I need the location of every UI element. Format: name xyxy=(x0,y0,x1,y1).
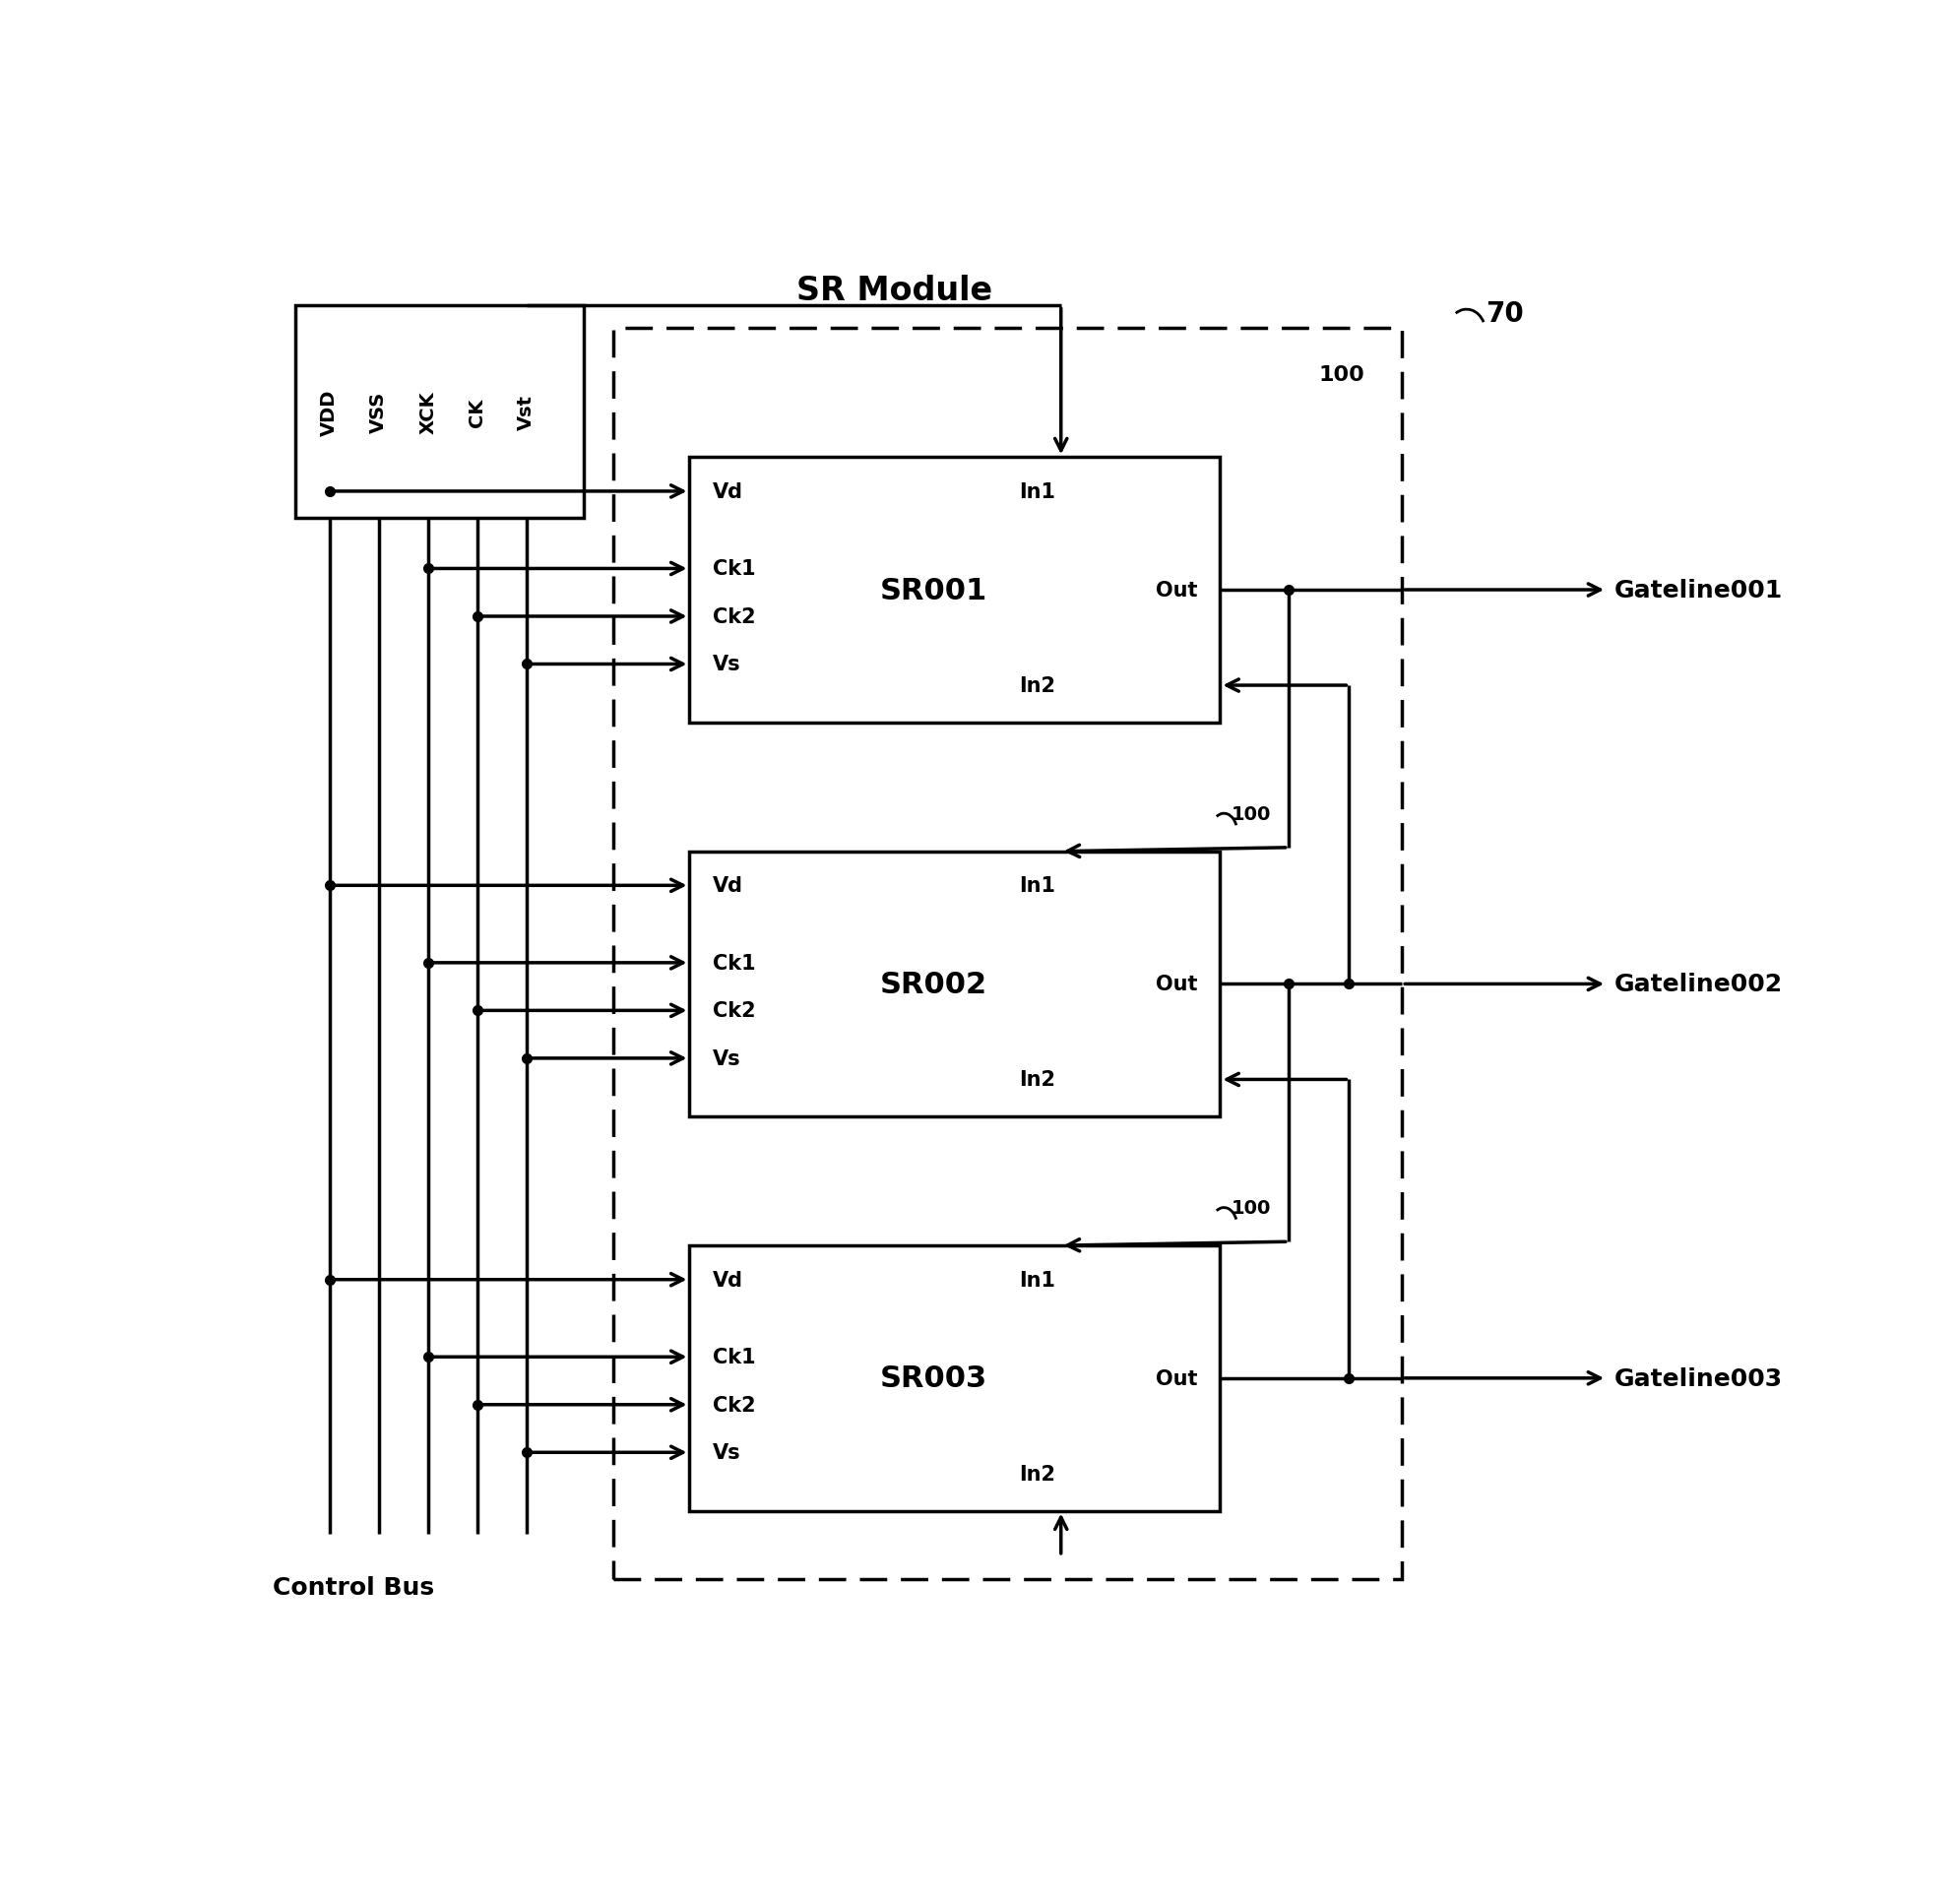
Text: Vst: Vst xyxy=(517,394,535,430)
Text: In1: In1 xyxy=(1019,481,1054,502)
Text: Out: Out xyxy=(1156,580,1198,601)
Text: Ck1: Ck1 xyxy=(711,559,755,578)
Bar xyxy=(296,306,584,519)
Text: Ck1: Ck1 xyxy=(711,953,755,974)
Text: VSS: VSS xyxy=(368,392,388,434)
Text: Ck1: Ck1 xyxy=(711,1347,755,1368)
Text: 70: 70 xyxy=(1486,301,1523,327)
Text: XCK: XCK xyxy=(419,392,437,434)
Text: Gateline002: Gateline002 xyxy=(1615,972,1784,997)
Text: CK: CK xyxy=(468,398,486,426)
Text: Out: Out xyxy=(1156,1369,1198,1388)
Bar xyxy=(613,329,1401,1579)
Text: Ck2: Ck2 xyxy=(711,607,755,628)
Text: In2: In2 xyxy=(1019,1071,1054,1090)
Text: In2: In2 xyxy=(1019,675,1054,696)
Bar xyxy=(690,1246,1221,1510)
Text: Vs: Vs xyxy=(711,654,741,675)
Text: VDD: VDD xyxy=(319,390,339,436)
Text: SR003: SR003 xyxy=(880,1364,988,1392)
Text: Vs: Vs xyxy=(711,1048,741,1069)
Text: 100: 100 xyxy=(1231,1198,1272,1217)
Bar xyxy=(690,458,1221,723)
Bar xyxy=(690,852,1221,1116)
Text: SR002: SR002 xyxy=(880,970,988,999)
Text: Ck2: Ck2 xyxy=(711,1000,755,1021)
Text: 100: 100 xyxy=(1319,365,1364,384)
Text: In2: In2 xyxy=(1019,1465,1054,1484)
Text: SR001: SR001 xyxy=(880,576,988,605)
Text: In1: In1 xyxy=(1019,1271,1054,1290)
Text: In1: In1 xyxy=(1019,877,1054,896)
Text: Out: Out xyxy=(1156,974,1198,995)
Text: Vd: Vd xyxy=(711,877,743,896)
Text: SR Module: SR Module xyxy=(796,276,992,308)
Text: Vs: Vs xyxy=(711,1444,741,1463)
Text: Ck2: Ck2 xyxy=(711,1394,755,1415)
Text: 100: 100 xyxy=(1231,805,1272,824)
Text: Gateline003: Gateline003 xyxy=(1615,1366,1784,1390)
Text: Gateline001: Gateline001 xyxy=(1615,578,1784,603)
Text: Vd: Vd xyxy=(711,1271,743,1290)
Text: Vd: Vd xyxy=(711,481,743,502)
Text: Control Bus: Control Bus xyxy=(272,1575,435,1598)
